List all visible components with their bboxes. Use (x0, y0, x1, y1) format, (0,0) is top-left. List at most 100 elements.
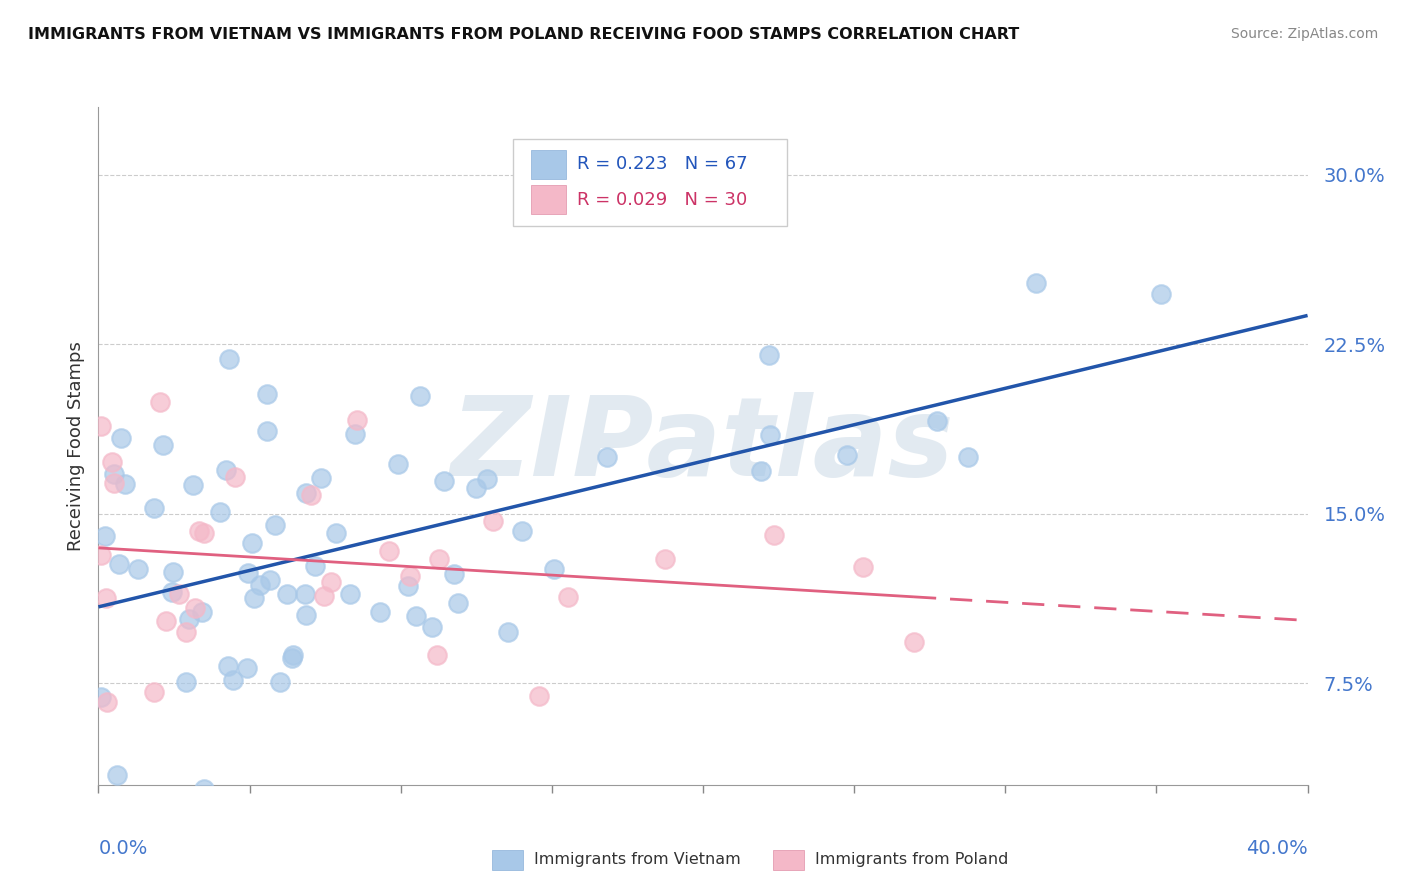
Point (654, 552, 676, 566)
Point (852, 560, 875, 574)
Point (281, 648, 304, 662)
Point (114, 477, 136, 491)
Point (465, 481, 488, 495)
Point (299, 488, 322, 502)
Point (447, 596, 470, 610)
Point (249, 578, 271, 592)
Point (101, 455, 124, 469)
Point (174, 674, 197, 689)
Point (443, 566, 465, 581)
Point (295, 486, 318, 500)
Point (90, 549, 112, 563)
Point (149, 395, 172, 409)
Text: R = 0.223   N = 67: R = 0.223 N = 67 (578, 155, 748, 173)
Point (209, 505, 232, 519)
Point (238, 566, 260, 581)
Point (529, 689, 551, 703)
Point (758, 348, 780, 362)
Point (269, 674, 291, 689)
Point (344, 426, 367, 441)
Y-axis label: Receiving Food Stamps: Receiving Food Stamps (66, 341, 84, 551)
Point (398, 569, 420, 583)
Point (110, 431, 132, 445)
Point (294, 607, 316, 622)
Point (217, 659, 239, 673)
Point (481, 514, 503, 528)
Text: IMMIGRANTS FROM VIETNAM VS IMMIGRANTS FROM POLAND RECEIVING FOOD STAMPS CORRELAT: IMMIGRANTS FROM VIETNAM VS IMMIGRANTS FR… (28, 27, 1019, 42)
Point (762, 527, 785, 541)
Point (236, 661, 259, 675)
Text: Immigrants from Poland: Immigrants from Poland (815, 853, 1010, 867)
Point (103, 475, 125, 490)
Point (281, 650, 304, 665)
Point (177, 612, 200, 626)
Point (90, 419, 112, 434)
Point (304, 559, 326, 574)
Point (155, 815, 177, 830)
Point (475, 472, 498, 486)
Point (259, 573, 281, 587)
Point (193, 781, 215, 796)
Point (957, 450, 980, 464)
Point (174, 625, 197, 640)
Point (309, 471, 332, 485)
Point (312, 589, 335, 603)
Point (188, 524, 211, 538)
Point (426, 648, 449, 663)
Point (96, 695, 118, 709)
Text: R = 0.029   N = 30: R = 0.029 N = 30 (578, 191, 748, 209)
Point (543, 562, 565, 576)
Point (427, 552, 450, 566)
Point (127, 562, 149, 576)
Point (94, 528, 117, 542)
Point (759, 428, 782, 442)
Point (243, 591, 266, 605)
Point (224, 470, 246, 484)
Point (925, 414, 948, 428)
Point (835, 448, 858, 462)
Point (215, 463, 238, 477)
Point (143, 501, 166, 516)
Point (903, 635, 925, 649)
Point (596, 450, 619, 464)
Text: ZIPatlas: ZIPatlas (451, 392, 955, 500)
Point (263, 517, 285, 532)
Point (240, 536, 263, 550)
Point (162, 565, 184, 579)
Point (557, 591, 579, 605)
Point (496, 625, 519, 640)
Point (433, 474, 456, 488)
Point (193, 525, 215, 540)
Point (256, 386, 278, 401)
Point (510, 524, 533, 538)
Point (1025, 276, 1047, 290)
Point (276, 587, 298, 601)
Point (94, 591, 117, 605)
Point (155, 614, 177, 628)
Point (167, 587, 190, 601)
Point (184, 600, 207, 615)
Point (377, 544, 399, 558)
Point (221, 673, 243, 687)
Point (160, 584, 183, 599)
Point (420, 620, 443, 634)
Point (405, 609, 427, 624)
Text: 0.0%: 0.0% (98, 839, 148, 858)
Point (90, 690, 112, 704)
Text: 40.0%: 40.0% (1246, 839, 1308, 858)
Point (408, 389, 430, 403)
Point (218, 351, 240, 366)
Text: Immigrants from Vietnam: Immigrants from Vietnam (534, 853, 741, 867)
Point (256, 424, 278, 438)
Point (108, 557, 131, 571)
Point (107, 767, 129, 781)
Point (749, 464, 772, 478)
Point (1150, 287, 1173, 301)
Text: Source: ZipAtlas.com: Source: ZipAtlas.com (1230, 27, 1378, 41)
Point (294, 587, 316, 601)
Point (339, 586, 361, 600)
Point (387, 457, 409, 471)
Point (346, 413, 368, 427)
Point (396, 579, 419, 593)
Point (143, 684, 166, 698)
